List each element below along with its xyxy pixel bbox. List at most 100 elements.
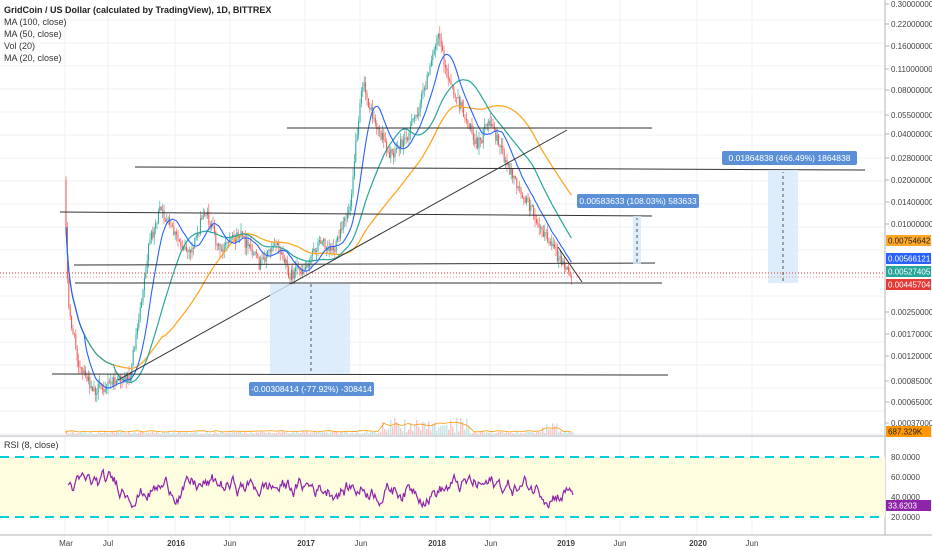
volume-ma-line (65, 421, 571, 433)
candle-body (387, 150, 389, 153)
candle-body (495, 129, 497, 141)
volume-bar (312, 432, 314, 435)
volume-bar (348, 433, 350, 435)
candle-body (83, 370, 85, 373)
candle-body (191, 247, 193, 253)
volume-bar (292, 431, 294, 435)
volume-bar (102, 432, 104, 435)
candle-body (226, 242, 228, 244)
volume-bar (222, 431, 224, 435)
legend-indicator-ma100: MA (100, close) (4, 17, 67, 27)
candle-body (481, 139, 483, 144)
volume-bar (168, 432, 170, 435)
volume-bar (552, 423, 554, 435)
candle-body (180, 241, 182, 245)
volume-bar (416, 420, 418, 435)
candle-body (394, 149, 396, 158)
volume-bar (230, 432, 232, 435)
volume-bar (424, 422, 426, 435)
candle-body (201, 218, 203, 220)
candle-body (269, 249, 271, 252)
volume-bar (528, 431, 530, 435)
candle-body (334, 250, 336, 252)
volume-bar (72, 432, 74, 435)
volume-bar (122, 431, 124, 435)
volume-bar (374, 431, 376, 435)
volume-bar (114, 433, 116, 435)
volume-bar (194, 432, 196, 435)
candle-body (443, 50, 445, 65)
price-badge-value: 687.329K (888, 428, 923, 437)
candle-body (342, 220, 344, 230)
volume-bar (188, 433, 190, 435)
candle-body (359, 103, 361, 122)
candle-body (195, 236, 197, 238)
volume-bar (548, 429, 550, 435)
volume-bar (244, 431, 246, 435)
candle-body (299, 267, 301, 271)
candle-body (338, 236, 340, 239)
candle-body (163, 209, 165, 221)
chart-title: GridCoin / US Dollar (calculated by Trad… (4, 5, 272, 15)
candle-body (204, 214, 206, 216)
volume-bar (298, 433, 300, 435)
candle-body (261, 257, 263, 260)
volume-bar (448, 429, 450, 435)
volume-bar (490, 432, 492, 435)
volume-bar (192, 433, 194, 435)
volume-bar (90, 432, 92, 435)
candle-body (353, 161, 355, 177)
candle-body (561, 256, 563, 265)
volume-bar (436, 430, 438, 435)
candle-body (428, 73, 430, 75)
candle-body (412, 118, 414, 120)
candle-body (436, 37, 438, 47)
candle-body (558, 258, 560, 261)
candle-body (365, 82, 367, 93)
volume-bar (566, 432, 568, 435)
candle-body (324, 238, 326, 249)
volume-bar (394, 417, 396, 435)
volume-bar (524, 433, 526, 435)
volume-bar (538, 431, 540, 435)
candle-body (65, 180, 67, 227)
volume-bar (556, 423, 558, 435)
candle-body (366, 92, 368, 99)
candle-body (530, 205, 532, 211)
candle-body (173, 226, 175, 235)
candle-body (97, 383, 99, 394)
volume-bar (66, 431, 68, 435)
volume-bar (78, 433, 80, 435)
candle-body (415, 114, 417, 117)
time-axis-label: 2020 (689, 539, 707, 548)
candle-body (122, 379, 124, 383)
candle-body (150, 231, 152, 240)
volume-bar (172, 432, 174, 435)
rsi-axis-label: 20.0000 (891, 513, 920, 522)
candle-body (321, 241, 323, 244)
volume-bar (196, 432, 198, 435)
candle-body (292, 269, 294, 279)
volume-bar (430, 430, 432, 435)
volume-bar (344, 431, 346, 435)
candle-body (496, 134, 498, 141)
volume-bar (144, 433, 146, 435)
candle-body (104, 389, 106, 392)
candle-body (422, 89, 424, 95)
candle-body (108, 381, 110, 383)
price-badge-value: 0.00566121 (888, 255, 931, 264)
candle-body (467, 120, 469, 124)
volume-bar (178, 431, 180, 435)
volume-bar (282, 431, 284, 435)
volume-bar (138, 432, 140, 435)
candle-body (139, 307, 141, 321)
volume-bar (368, 433, 370, 435)
volume-bar (532, 432, 534, 435)
volume-bar (352, 432, 354, 435)
volume-bar (74, 433, 76, 435)
volume-bar (442, 425, 444, 435)
candle-body (367, 98, 369, 108)
candle-body (477, 137, 479, 149)
volume-bar (116, 431, 118, 435)
